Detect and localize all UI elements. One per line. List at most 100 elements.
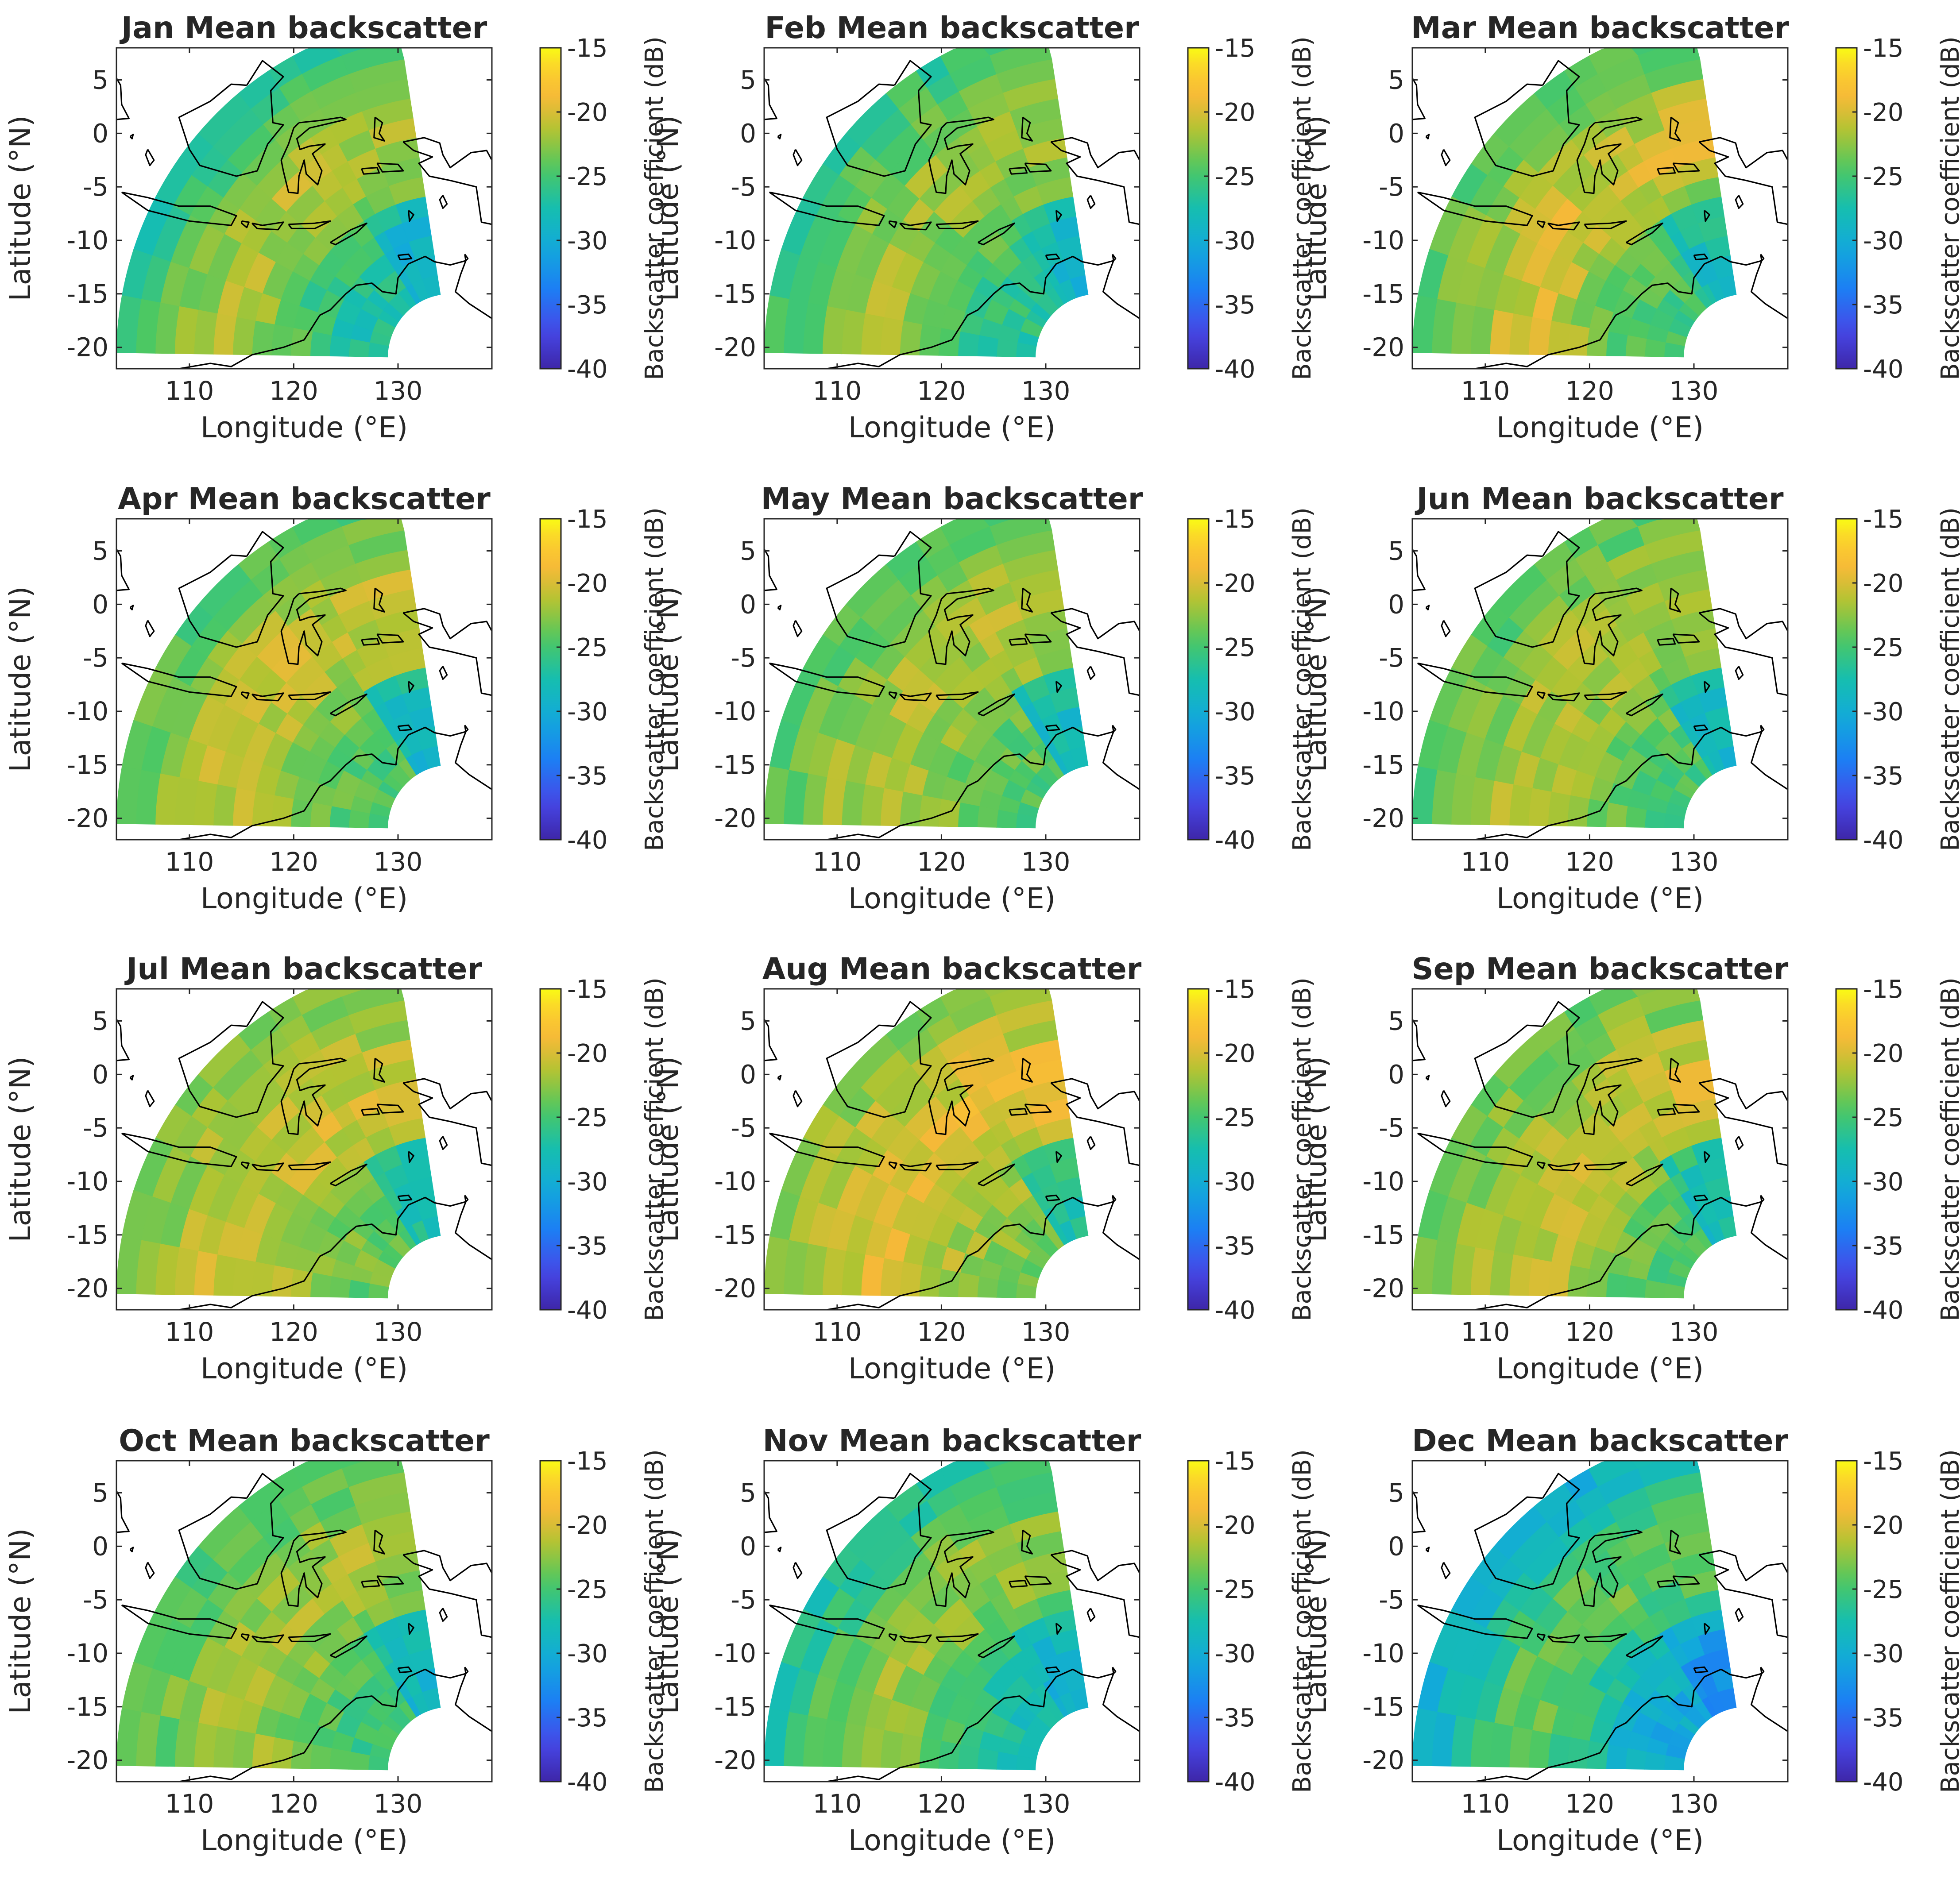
coastline <box>1021 587 1033 613</box>
coastline <box>826 531 932 648</box>
coastline <box>145 1562 155 1579</box>
coastline <box>1475 1196 1788 1310</box>
panel-title: Apr Mean backscatter <box>118 482 491 517</box>
x-tick-label: 120 <box>1565 376 1614 406</box>
coastline <box>361 167 380 175</box>
swath-cell <box>213 313 237 355</box>
coastline <box>764 1018 777 1061</box>
colorbar-tick-label: -15 <box>567 1447 607 1476</box>
coastlines <box>116 531 492 840</box>
coastline <box>928 1057 994 1135</box>
colorbar-tick-label: -25 <box>567 1575 607 1604</box>
coastline <box>769 191 885 226</box>
coastline <box>826 1001 932 1118</box>
coastline <box>373 116 386 142</box>
coastline <box>1657 167 1676 175</box>
y-tick-label: -20 <box>1362 332 1404 363</box>
coastline <box>1672 1575 1700 1586</box>
x-tick-label: 110 <box>1461 1317 1510 1347</box>
coastline <box>827 255 1140 369</box>
panel-aug: 110 120 130 5 0 -5 -10 -15 -20 Longitude (°E) Lati… <box>652 952 1317 1385</box>
swath-cell <box>1630 1461 1697 1469</box>
coastline <box>1425 134 1430 139</box>
coastline <box>1009 638 1028 646</box>
coastline <box>251 221 284 231</box>
colorbar-tick-label: -20 <box>1863 1511 1903 1540</box>
coastline <box>1576 1529 1643 1607</box>
y-tick-label: 0 <box>740 589 756 619</box>
panel-title: Oct Mean backscatter <box>119 1424 490 1458</box>
panel-may: 110 120 130 5 0 -5 -10 -15 -20 Longitude (°E) Lati… <box>652 482 1317 915</box>
x-tick-label: 120 <box>269 847 318 877</box>
y-tick-label: -5 <box>83 172 108 202</box>
colorbar-tick-label: -35 <box>1863 762 1903 791</box>
coastline <box>129 605 134 611</box>
colorbar-tick-label: -15 <box>1215 1447 1255 1476</box>
y-tick-label: -20 <box>66 332 108 363</box>
y-tick-label: -5 <box>83 643 108 673</box>
y-tick-label: -10 <box>1362 1166 1404 1196</box>
colorbar-tick-label: -20 <box>1215 1511 1255 1540</box>
coastline <box>241 1633 250 1641</box>
x-tick-label: 130 <box>374 376 423 406</box>
coastline <box>889 1161 897 1169</box>
x-tick-label: 120 <box>917 1789 966 1819</box>
axes-box <box>763 1460 1140 1783</box>
coastline <box>1009 167 1028 175</box>
colorbar <box>1187 1460 1210 1783</box>
swath-cell <box>880 317 904 355</box>
y-axis-label: Latitude (°N) <box>652 586 685 772</box>
colorbar-tick-label: -35 <box>1863 291 1903 320</box>
coastline <box>145 620 155 637</box>
x-tick-label: 130 <box>1021 376 1071 406</box>
coastline <box>121 191 237 226</box>
coastline <box>1669 1529 1681 1555</box>
y-tick-label: -20 <box>1362 803 1404 833</box>
coastline <box>408 210 414 222</box>
coastline <box>1657 1108 1676 1116</box>
y-tick-label: -15 <box>66 1692 108 1722</box>
coastline <box>1735 1136 1744 1150</box>
y-tick-label: -15 <box>1362 750 1404 780</box>
coastline <box>1626 1163 1663 1187</box>
coastline <box>1698 137 1788 225</box>
y-tick-label: -10 <box>714 225 756 255</box>
x-tick-label: 130 <box>1670 1789 1719 1819</box>
coastline <box>1576 1057 1643 1135</box>
coastline <box>1024 1103 1052 1114</box>
colorbar-tick-label: -25 <box>1863 1575 1903 1604</box>
x-tick-label: 130 <box>374 847 423 877</box>
y-tick-label: 5 <box>92 1006 108 1036</box>
swath-cell <box>957 802 980 828</box>
coastline <box>288 1161 331 1170</box>
colorbar-tick-label: -30 <box>1215 227 1255 255</box>
coastline <box>1698 1078 1788 1166</box>
colorbar-tick-label: -25 <box>1215 1103 1255 1132</box>
coastline <box>1657 638 1676 646</box>
y-tick-label: -15 <box>714 1220 756 1250</box>
coastline <box>1021 1057 1033 1083</box>
coastline <box>1021 116 1033 142</box>
coastline <box>1704 681 1710 693</box>
coastline <box>978 222 1015 246</box>
colorbar-tick-label: -25 <box>1215 1575 1255 1604</box>
coastline <box>1009 1580 1028 1588</box>
coastline <box>777 1547 782 1552</box>
y-tick-label: -5 <box>1379 1113 1404 1143</box>
colorbar <box>1187 988 1210 1311</box>
coastline <box>899 1634 932 1644</box>
coastline <box>777 134 782 139</box>
swath-cell <box>1605 1744 1628 1770</box>
coastline <box>1626 1635 1663 1659</box>
coastline <box>251 1634 284 1644</box>
y-tick-label: 0 <box>1388 1531 1404 1561</box>
x-axis-label: Longitude (°E) <box>1496 882 1704 915</box>
swath-cell <box>977 1748 999 1770</box>
swath-cell <box>1509 784 1533 826</box>
colorbar-tick-label: -35 <box>1863 1704 1903 1732</box>
y-axis-label: Latitude (°N) <box>1300 1056 1333 1242</box>
coastline <box>1547 692 1580 702</box>
colorbar <box>539 1460 562 1783</box>
coastline <box>288 1633 331 1642</box>
swath-cell <box>1528 317 1552 355</box>
